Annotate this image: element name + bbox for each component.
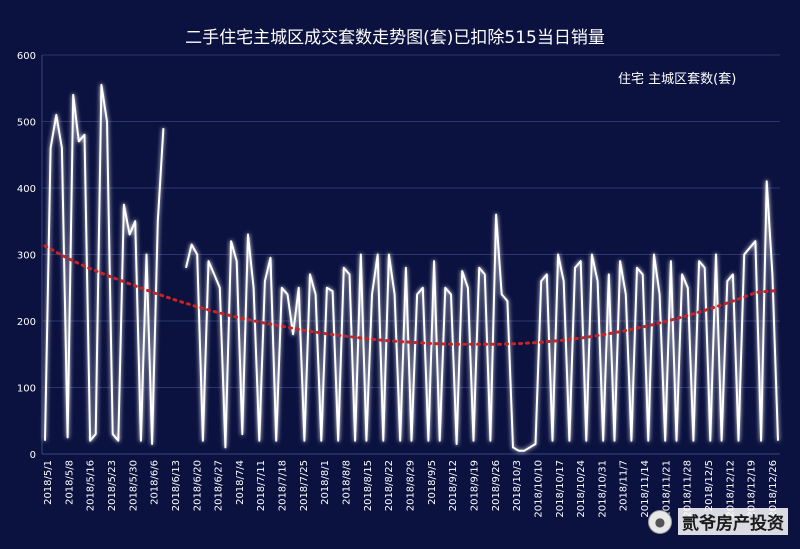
x-tick-label: 2018/9/26 <box>491 460 502 511</box>
x-tick-label: 2018/6/6 <box>150 460 161 505</box>
x-tick-label: 2018/10/31 <box>597 460 608 518</box>
x-tick-label: 2018/10/24 <box>576 460 587 518</box>
x-tick-label: 2018/11/21 <box>661 460 672 518</box>
x-tick-label: 2018/6/20 <box>192 460 203 511</box>
x-tick-label: 2018/9/12 <box>448 460 459 511</box>
x-tick-label: 2018/12/19 <box>747 460 758 518</box>
x-tick-label: 2018/7/11 <box>256 460 267 511</box>
x-tick-label: 2018/7/4 <box>235 460 246 505</box>
x-tick-label: 2018/8/1 <box>320 460 331 505</box>
series-lines <box>43 83 780 452</box>
x-tick-label: 2018/10/3 <box>512 460 523 511</box>
y-tick-label: 200 <box>17 317 36 328</box>
x-tick-label: 2018/12/26 <box>768 460 779 518</box>
y-axis-ticks: 0 100 200 300 400 500 600 <box>17 51 36 461</box>
x-tick-label: 2018/10/17 <box>555 460 566 518</box>
legend-label: 住宅 主城区套数(套) <box>618 71 736 87</box>
y-tick-label: 300 <box>17 251 36 262</box>
trend-line <box>43 244 780 346</box>
x-tick-label: 2018/8/8 <box>342 460 353 505</box>
y-tick-label: 0 <box>30 450 36 461</box>
x-tick-label: 2018/5/30 <box>128 460 139 511</box>
x-tick-label: 2018/7/18 <box>278 460 289 511</box>
x-tick-label: 2018/9/5 <box>427 460 438 505</box>
y-tick-label: 400 <box>17 184 36 195</box>
series-line-main <box>44 83 779 452</box>
gridlines <box>41 54 780 455</box>
x-tick-label: 2018/9/19 <box>469 460 480 511</box>
x-tick-label: 2018/6/27 <box>214 460 225 511</box>
x-tick-label: 2018/8/29 <box>406 460 417 511</box>
x-tick-label: 2018/11/14 <box>640 460 651 518</box>
y-tick-label: 100 <box>17 384 36 395</box>
x-tick-label: 2018/7/25 <box>299 460 310 511</box>
x-tick-label: 2018/6/13 <box>171 460 182 511</box>
wechat-icon: ● <box>648 509 672 534</box>
x-tick-label: 2018/12/5 <box>704 460 715 511</box>
x-axis-ticks: 2018/5/1 2018/5/8 2018/5/16 2018/5/23 2018/5… <box>43 460 779 518</box>
x-tick-label: 2018/5/16 <box>86 460 97 511</box>
x-tick-label: 2018/10/10 <box>533 460 544 518</box>
x-tick-label: 2018/5/23 <box>107 460 118 511</box>
y-tick-label: 600 <box>17 51 36 62</box>
x-tick-label: 2018/5/1 <box>43 460 54 505</box>
x-tick-label: 2018/8/22 <box>384 460 395 511</box>
legend: 住宅 主城区套数(套) <box>588 71 736 87</box>
x-tick-label: 2018/8/15 <box>363 460 374 511</box>
watermark: ● 贰爷房产投资 <box>648 508 788 535</box>
y-tick-label: 500 <box>17 118 36 129</box>
x-tick-label: 2018/12/12 <box>725 460 736 518</box>
x-tick-label: 2018/5/8 <box>64 460 75 505</box>
chart-title: 二手住宅主城区成交套数走势图(套)已扣除515当日销量 <box>185 28 605 48</box>
watermark-text: 贰爷房产投资 <box>678 508 788 535</box>
x-tick-label: 2018/11/7 <box>619 460 630 511</box>
x-tick-label: 2018/11/28 <box>683 460 694 518</box>
